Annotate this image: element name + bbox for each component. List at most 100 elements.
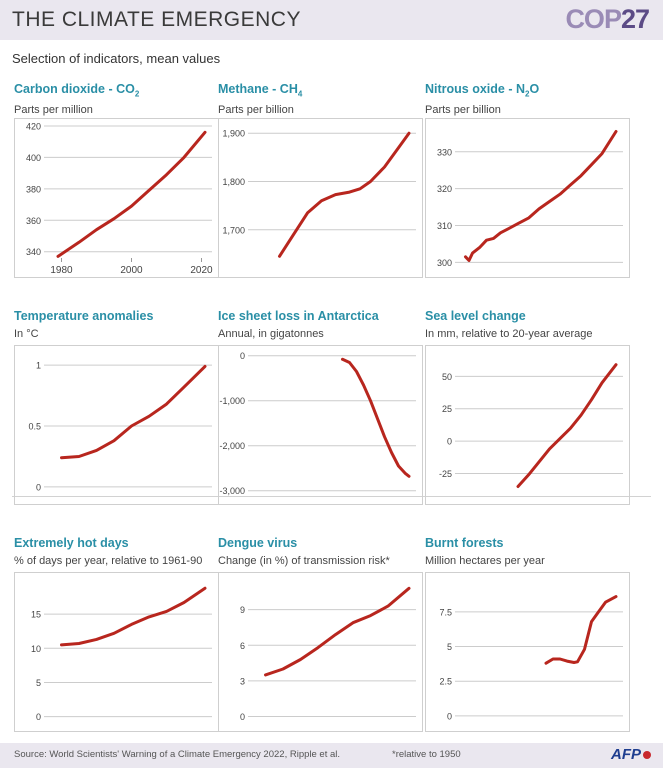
- chart-panel-hotdays: Extremely hot days % of days per year, re…: [14, 536, 219, 732]
- series-line-n2o: [464, 130, 618, 262]
- chart-svg-n2o: 300 310 320 330: [425, 118, 630, 278]
- y-tick-label: 0: [447, 711, 452, 721]
- y-tick-label: 5: [36, 678, 41, 688]
- chart-title: Burnt forests: [425, 536, 630, 550]
- chart-area: 0 0.5 1: [14, 345, 219, 505]
- chart-svg-sea: -25 0 25 50: [425, 345, 630, 505]
- y-tick-label: 300: [437, 258, 452, 268]
- chart-title: Extremely hot days: [14, 536, 219, 550]
- chart-frame: [14, 345, 219, 505]
- chart-title: Temperature anomalies: [14, 309, 219, 323]
- chart-area: 0 -1,000 -2,000 -3,000: [218, 345, 423, 505]
- chart-frame: [14, 118, 219, 278]
- chart-title-text: Sea level change: [425, 309, 526, 323]
- series-line-temp: [60, 364, 207, 460]
- y-tick-label: 0.5: [28, 422, 41, 432]
- chart-unit-label: Annual, in gigatonnes: [218, 328, 324, 340]
- y-tick-label: 400: [26, 153, 41, 163]
- chart-area: 300 310 320 330: [425, 118, 630, 278]
- chart-panel-dengue: Dengue virus Change (in %) of transmissio…: [218, 536, 423, 732]
- y-tick-label: 3: [240, 676, 245, 686]
- chart-title-suffix: O: [529, 82, 540, 96]
- y-tick-label: 330: [437, 147, 452, 157]
- chart-panel-co2: Carbon dioxide - CO2 Parts per million 340…: [14, 82, 219, 278]
- series-line-ice: [341, 357, 411, 478]
- y-tick-label: 50: [442, 372, 452, 382]
- y-tick-label: 1: [36, 361, 41, 371]
- y-tick-label: -2,000: [219, 441, 245, 451]
- x-tick-label: 1980: [50, 265, 73, 276]
- chart-title-text: Nitrous oxide - N: [425, 82, 526, 96]
- series-line-ch4: [278, 131, 411, 258]
- y-tick-label: 0: [447, 437, 452, 447]
- cop27-logo: COP27: [565, 4, 650, 35]
- y-tick-label: 2.5: [439, 677, 452, 687]
- chart-title-text: Dengue virus: [218, 536, 298, 550]
- chart-panel-ch4: Methane - CH4 Parts per billion 1,700 1,800…: [218, 82, 423, 278]
- footnote: *relative to 1950: [392, 749, 461, 760]
- chart-title-text: Extremely hot days: [14, 536, 129, 550]
- source-note: Source: World Scientists' Warning of a C…: [14, 749, 341, 760]
- chart-title: Sea level change: [425, 309, 630, 323]
- chart-area: 0 5 10 15: [14, 572, 219, 732]
- chart-unit-label: In mm, relative to 20-year average: [425, 328, 593, 340]
- chart-title-subscript: 2: [525, 89, 530, 99]
- chart-title-text: Temperature anomalies: [14, 309, 154, 323]
- x-tick-label: 2020: [190, 265, 213, 276]
- y-tick-label: 6: [240, 641, 245, 651]
- chart-frame: [425, 118, 630, 278]
- cop27-logo-text: COP: [565, 4, 622, 34]
- y-tick-label: 25: [442, 404, 452, 414]
- y-tick-label: 1,800: [222, 177, 245, 187]
- chart-unit-label: In °C: [14, 328, 39, 340]
- y-tick-label: -1,000: [219, 396, 245, 406]
- y-tick-label: 10: [31, 644, 41, 654]
- chart-area: 0 2.5 5 7.5: [425, 572, 630, 732]
- chart-unit-label: Parts per billion: [425, 103, 501, 116]
- chart-title-text: Methane - CH: [218, 82, 298, 96]
- chart-title-text: Ice sheet loss in Antarctica: [218, 309, 379, 323]
- afp-dot-icon: [643, 751, 651, 760]
- y-tick-label: 0: [36, 712, 41, 722]
- chart-svg-ch4: 1,700 1,800 1,900: [218, 118, 423, 278]
- series-line-forests: [544, 595, 618, 665]
- chart-frame: [218, 345, 423, 505]
- chart-frame: [425, 572, 630, 732]
- chart-frame: [14, 572, 219, 732]
- chart-panel-forests: Burnt forests Million hectares per year 0 2…: [425, 536, 630, 732]
- y-tick-label: 5: [447, 642, 452, 652]
- y-tick-label: 0: [36, 482, 41, 492]
- chart-unit-label: Parts per billion: [218, 103, 294, 116]
- y-tick-label: 9: [240, 605, 245, 615]
- chart-svg-ice: 0 -1,000 -2,000 -3,000: [218, 345, 423, 505]
- chart-svg-forests: 0 2.5 5 7.5: [425, 572, 630, 732]
- y-tick-label: 420: [26, 122, 41, 132]
- series-line-sea: [516, 363, 618, 488]
- y-tick-label: 0: [240, 351, 245, 361]
- chart-area: 1,700 1,800 1,900: [218, 118, 423, 278]
- chart-svg-temp: 00.51: [14, 345, 219, 505]
- page-subtitle: Selection of indicators, mean values: [12, 51, 221, 66]
- series-line-hotdays: [60, 586, 207, 647]
- chart-title: Methane - CH4: [218, 82, 423, 99]
- y-tick-label: 360: [26, 216, 41, 226]
- y-tick-label: -3,000: [219, 486, 245, 496]
- y-tick-label: 320: [437, 184, 452, 194]
- chart-unit-label: Change (in %) of transmission risk*: [218, 555, 390, 567]
- series-line-co2: [56, 130, 207, 258]
- chart-frame: [218, 118, 423, 278]
- chart-panel-ice: Ice sheet loss in Antarctica Annual, in g…: [218, 309, 423, 505]
- afp-logo-text: AFP: [611, 746, 641, 763]
- page-title: THE CLIMATE EMERGENCY: [12, 8, 301, 31]
- y-tick-label: 7.5: [439, 607, 452, 617]
- chart-title: Ice sheet loss in Antarctica: [218, 309, 423, 323]
- y-tick-label: 0: [240, 712, 245, 722]
- chart-title-subscript: 2: [134, 89, 140, 99]
- chart-panel-n2o: Nitrous oxide - N2O Parts per billion 300 3…: [425, 82, 630, 278]
- y-tick-label: 15: [31, 610, 41, 620]
- chart-panel-sea: Sea level change In mm, relative to 20-ye…: [425, 309, 630, 505]
- series-line-dengue: [264, 586, 411, 677]
- chart-title-text: Carbon dioxide - CO: [14, 82, 135, 96]
- y-tick-label: 1,700: [222, 225, 245, 235]
- chart-title-subscript: 4: [297, 89, 303, 99]
